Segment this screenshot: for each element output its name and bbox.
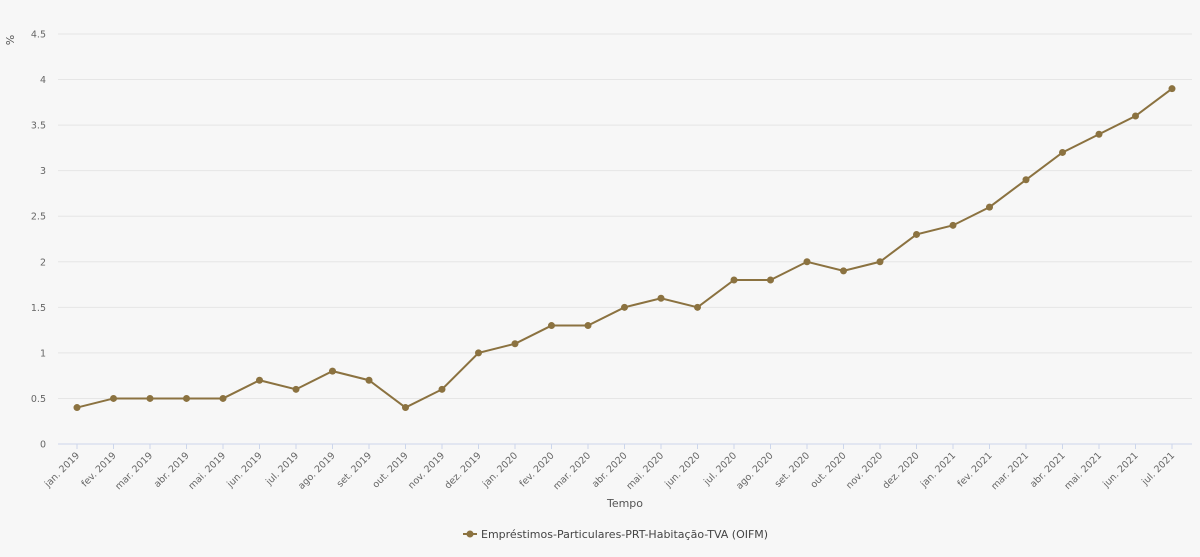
- data-point[interactable]: [1168, 85, 1176, 93]
- x-tick-label: jul. 2021: [1139, 450, 1177, 488]
- legend-series-marker: [466, 530, 474, 538]
- data-point[interactable]: [1095, 130, 1103, 138]
- data-point[interactable]: [1132, 112, 1139, 120]
- data-point[interactable]: [219, 394, 227, 402]
- x-tick-label: out. 2019: [370, 450, 410, 490]
- data-point[interactable]: [329, 367, 336, 375]
- series-layer: [73, 85, 1176, 412]
- x-tick-label: jul. 2019: [263, 450, 301, 488]
- x-tick-label: jun. 2020: [662, 450, 702, 490]
- x-tick-label: ago. 2020: [734, 450, 776, 492]
- data-point[interactable]: [986, 203, 993, 211]
- x-tick-label: mar. 2019: [113, 450, 155, 492]
- x-axis-title: Tempo: [606, 497, 643, 510]
- data-point[interactable]: [402, 404, 409, 412]
- legend-series-label: Empréstimos-Particulares-PRT-Habitação-T…: [481, 528, 768, 541]
- data-point[interactable]: [365, 376, 373, 384]
- y-axis-title: %: [4, 35, 17, 45]
- x-tick-label: jan. 2019: [42, 450, 82, 490]
- x-tick-label: ago. 2019: [296, 450, 338, 492]
- data-point[interactable]: [292, 385, 300, 393]
- series-line: [76, 87, 1173, 409]
- y-tick-label: 3: [40, 166, 46, 177]
- data-point[interactable]: [1059, 148, 1066, 156]
- y-tick-label: 3.5: [31, 121, 46, 132]
- x-tick-label: jun. 2021: [1100, 450, 1140, 490]
- x-tick-label: dez. 2020: [881, 450, 922, 491]
- data-point[interactable]: [110, 394, 117, 402]
- y-axis: 0 0.5 1 1.5 2 2.5 3 3.5 4 4.5: [31, 30, 46, 451]
- x-tick-label: mar. 2021: [989, 450, 1031, 492]
- data-point[interactable]: [438, 385, 446, 393]
- data-point[interactable]: [584, 322, 592, 330]
- x-tick-label: set. 2019: [335, 450, 374, 489]
- legend[interactable]: Empréstimos-Particulares-PRT-Habitação-T…: [463, 528, 768, 541]
- x-tick-label: set. 2020: [773, 450, 812, 489]
- y-tick-label: 0: [40, 440, 46, 451]
- y-tick-label: 0.5: [31, 394, 46, 405]
- x-tick-label: jul. 2020: [701, 450, 739, 488]
- x-tick-label: jan. 2021: [918, 450, 958, 490]
- data-point[interactable]: [1022, 176, 1030, 184]
- x-tick-label: jan. 2020: [480, 450, 520, 490]
- x-tick-label: mai. 2019: [186, 450, 228, 492]
- data-point[interactable]: [767, 276, 774, 284]
- y-tick-label: 2: [40, 257, 46, 268]
- data-point[interactable]: [913, 230, 920, 238]
- y-tick-label: 2.5: [31, 212, 46, 223]
- data-point[interactable]: [730, 276, 738, 284]
- x-tick-label: mai. 2020: [624, 450, 666, 492]
- data-point[interactable]: [548, 322, 555, 330]
- data-point[interactable]: [949, 221, 957, 229]
- data-point[interactable]: [657, 294, 665, 302]
- data-point[interactable]: [694, 303, 701, 311]
- data-point[interactable]: [475, 349, 482, 357]
- x-tick-label: jun. 2019: [224, 450, 264, 490]
- data-point[interactable]: [183, 394, 190, 402]
- y-tick-label: 4.5: [31, 30, 46, 41]
- data-point[interactable]: [876, 258, 884, 266]
- x-tick-label: out. 2020: [808, 450, 848, 490]
- data-point[interactable]: [73, 404, 81, 412]
- data-point[interactable]: [840, 267, 847, 275]
- x-tick-label: mar. 2020: [551, 450, 593, 492]
- y-tick-label: 1.5: [31, 303, 46, 314]
- data-point[interactable]: [803, 258, 811, 266]
- x-tick-label: nov. 2019: [406, 450, 447, 491]
- y-tick-label: 1: [40, 348, 46, 359]
- data-point[interactable]: [511, 340, 519, 348]
- x-tick-label: mai. 2021: [1062, 450, 1104, 492]
- x-tick-label: nov. 2020: [844, 450, 885, 491]
- data-point[interactable]: [146, 394, 154, 402]
- data-point[interactable]: [256, 376, 263, 384]
- data-point[interactable]: [621, 303, 628, 311]
- x-tick-label: dez. 2019: [443, 450, 484, 491]
- y-tick-label: 4: [40, 75, 46, 86]
- grid: [58, 33, 1192, 399]
